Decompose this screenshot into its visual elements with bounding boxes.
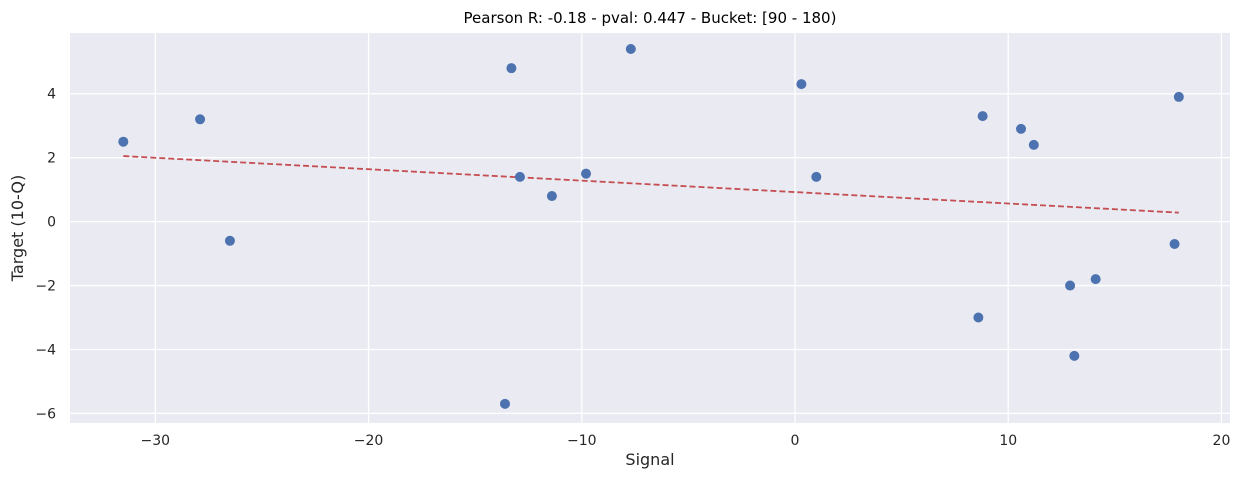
plot-area bbox=[70, 33, 1230, 423]
data-point bbox=[514, 171, 525, 182]
data-point bbox=[506, 63, 517, 74]
data-point bbox=[500, 398, 510, 409]
trend-line bbox=[123, 155, 1179, 214]
data-point bbox=[1016, 123, 1027, 134]
x-tick-label: −10 bbox=[567, 433, 597, 449]
data-point bbox=[581, 168, 592, 179]
data-point bbox=[977, 111, 988, 122]
x-tick-label: 20 bbox=[1213, 433, 1231, 449]
data-point bbox=[1169, 238, 1180, 249]
data-point bbox=[1069, 350, 1080, 361]
x-tick-label: −30 bbox=[141, 433, 171, 449]
y-tick-label: −6 bbox=[35, 406, 56, 422]
x-tick-label: 0 bbox=[791, 433, 800, 449]
data-point bbox=[546, 191, 557, 202]
data-points bbox=[118, 43, 1184, 409]
data-point bbox=[1065, 280, 1076, 291]
data-point bbox=[1090, 274, 1101, 285]
x-axis-label: Signal bbox=[625, 450, 674, 469]
data-point bbox=[796, 79, 807, 90]
grid-lines bbox=[70, 33, 1230, 423]
data-point bbox=[811, 171, 822, 182]
data-point bbox=[625, 43, 636, 54]
y-tick-label: −4 bbox=[35, 342, 56, 358]
data-point bbox=[195, 114, 206, 125]
data-point bbox=[1173, 91, 1184, 102]
chart-title: Pearson R: -0.18 - pval: 0.447 - Bucket:… bbox=[464, 9, 837, 27]
x-tick-label: 10 bbox=[999, 433, 1017, 449]
data-point bbox=[224, 235, 235, 246]
data-point bbox=[118, 136, 129, 147]
data-point bbox=[973, 312, 984, 323]
x-tick-label: −20 bbox=[354, 433, 384, 449]
y-axis-label: Target (10-Q) bbox=[8, 175, 27, 282]
y-tick-label: 2 bbox=[47, 151, 56, 167]
data-point bbox=[1028, 139, 1039, 150]
y-tick-label: 0 bbox=[47, 215, 56, 231]
y-tick-label: −2 bbox=[35, 279, 56, 295]
x-axis-ticks: −30 −20 −10 0 10 20 bbox=[141, 433, 1231, 449]
y-axis-ticks: −6 −4 −2 0 2 4 bbox=[35, 87, 56, 423]
y-tick-label: 4 bbox=[47, 87, 56, 103]
